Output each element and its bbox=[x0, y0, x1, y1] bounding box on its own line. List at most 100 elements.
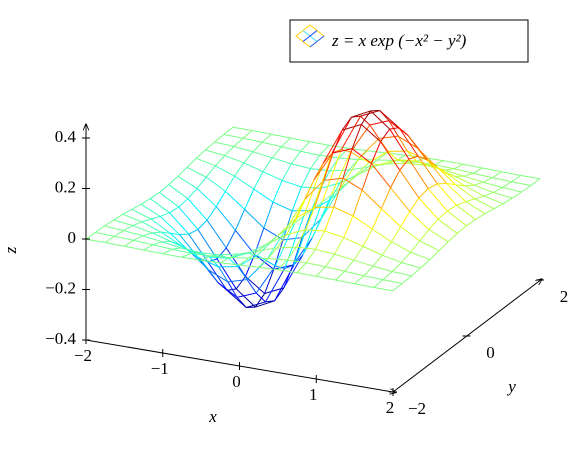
mesh-segment bbox=[350, 151, 361, 158]
mesh-segment bbox=[236, 296, 247, 308]
mesh-segment bbox=[187, 188, 198, 200]
mesh-segment bbox=[392, 283, 403, 292]
mesh-segment bbox=[306, 262, 326, 268]
mesh-segment bbox=[277, 246, 297, 249]
mesh-segment bbox=[371, 208, 382, 230]
mesh-segment bbox=[161, 241, 182, 249]
mesh-segment bbox=[321, 149, 342, 203]
mesh-segment bbox=[344, 270, 364, 277]
mesh-segment bbox=[271, 146, 282, 159]
mesh-segment bbox=[428, 229, 449, 243]
mesh-segment bbox=[160, 231, 181, 246]
mesh-segment bbox=[344, 259, 355, 272]
mesh-segment bbox=[501, 171, 521, 176]
mesh-segment bbox=[255, 265, 276, 294]
mesh-segment bbox=[104, 235, 115, 243]
mesh-segment bbox=[335, 270, 345, 281]
mesh-segment bbox=[447, 204, 457, 212]
mesh-segment bbox=[286, 246, 297, 261]
mesh-segment bbox=[398, 127, 409, 136]
mesh-segment bbox=[352, 215, 373, 230]
mesh-segment bbox=[275, 218, 296, 238]
mesh-segment bbox=[463, 172, 474, 177]
mesh-segment bbox=[258, 258, 269, 268]
mesh-segment bbox=[463, 175, 484, 183]
mesh-segment bbox=[274, 222, 296, 267]
mesh-segment bbox=[370, 110, 391, 130]
mesh-segment bbox=[239, 264, 259, 268]
y-tick-label: −2 bbox=[408, 399, 426, 418]
x-tick-label: 0 bbox=[232, 372, 241, 391]
y-tick-label: 0 bbox=[486, 343, 495, 362]
mesh-segment bbox=[342, 148, 353, 179]
mesh-segment bbox=[473, 167, 483, 174]
mesh-segment bbox=[389, 127, 400, 130]
mesh-segment bbox=[381, 241, 392, 256]
mesh-segment bbox=[206, 219, 227, 249]
mesh-segment bbox=[320, 187, 341, 219]
mesh-segment bbox=[418, 197, 439, 220]
mesh-segment bbox=[281, 146, 301, 152]
mesh-segment bbox=[324, 230, 344, 239]
x-tick-label: −1 bbox=[151, 359, 169, 378]
mesh-segment bbox=[271, 133, 291, 139]
mesh-segment bbox=[171, 247, 182, 250]
legend-label: z = x exp (−x² − y²) bbox=[331, 31, 467, 50]
mesh-segment bbox=[325, 266, 345, 272]
mesh-segment bbox=[177, 175, 198, 189]
mesh-segment bbox=[161, 231, 171, 234]
mesh-segment bbox=[215, 190, 226, 207]
mesh-segment bbox=[343, 237, 364, 247]
x-tick-label: −2 bbox=[74, 346, 92, 365]
mesh-segment bbox=[210, 255, 230, 259]
mesh-segment bbox=[483, 177, 493, 183]
mesh-segment bbox=[420, 259, 431, 269]
mesh-segment bbox=[248, 250, 259, 259]
mesh-segment bbox=[290, 137, 310, 143]
mesh-segment bbox=[201, 259, 221, 264]
mesh-segment bbox=[427, 188, 448, 212]
mesh-segment bbox=[368, 150, 389, 163]
mesh-segment bbox=[225, 175, 236, 192]
mesh-segment bbox=[309, 141, 330, 146]
mesh-segment bbox=[325, 253, 336, 268]
mesh-segment bbox=[473, 172, 493, 179]
mesh-segment bbox=[361, 189, 382, 209]
mesh-segment bbox=[484, 208, 495, 215]
mesh-segment bbox=[372, 265, 393, 272]
mesh-segment bbox=[285, 222, 295, 231]
mesh-segment bbox=[207, 261, 228, 291]
mesh-segment bbox=[387, 162, 407, 165]
mesh-segment bbox=[296, 262, 307, 274]
mesh-segment bbox=[243, 162, 264, 173]
mesh-segment bbox=[314, 180, 325, 208]
mesh-segment bbox=[400, 211, 411, 228]
mesh-segment bbox=[339, 169, 350, 184]
mesh-segment bbox=[124, 245, 144, 251]
mesh-segment bbox=[294, 215, 305, 224]
mesh-segment bbox=[295, 229, 306, 248]
mesh-segment bbox=[360, 110, 380, 117]
mesh-segment bbox=[188, 233, 209, 263]
mesh-segment bbox=[277, 259, 288, 271]
mesh-segment bbox=[223, 126, 234, 135]
mesh-segment bbox=[263, 201, 274, 229]
mesh-segment bbox=[483, 195, 504, 205]
mesh-segment bbox=[409, 197, 420, 212]
mesh-segment bbox=[381, 208, 401, 228]
mesh-segment bbox=[220, 262, 240, 266]
mesh-segment bbox=[390, 169, 401, 188]
mesh-segment bbox=[114, 235, 134, 241]
mesh-segment bbox=[217, 282, 238, 298]
mesh-segment bbox=[265, 260, 276, 267]
mesh-segment bbox=[150, 191, 160, 200]
mesh-segment bbox=[483, 181, 503, 188]
mesh-segment bbox=[362, 245, 383, 256]
mesh-segment bbox=[292, 237, 303, 266]
mesh-segment bbox=[225, 247, 246, 277]
mesh-segment bbox=[150, 215, 161, 220]
mesh-segment bbox=[417, 155, 428, 161]
mesh-segment bbox=[473, 181, 484, 186]
mesh-segment bbox=[228, 257, 239, 267]
mesh-segment bbox=[387, 160, 397, 165]
